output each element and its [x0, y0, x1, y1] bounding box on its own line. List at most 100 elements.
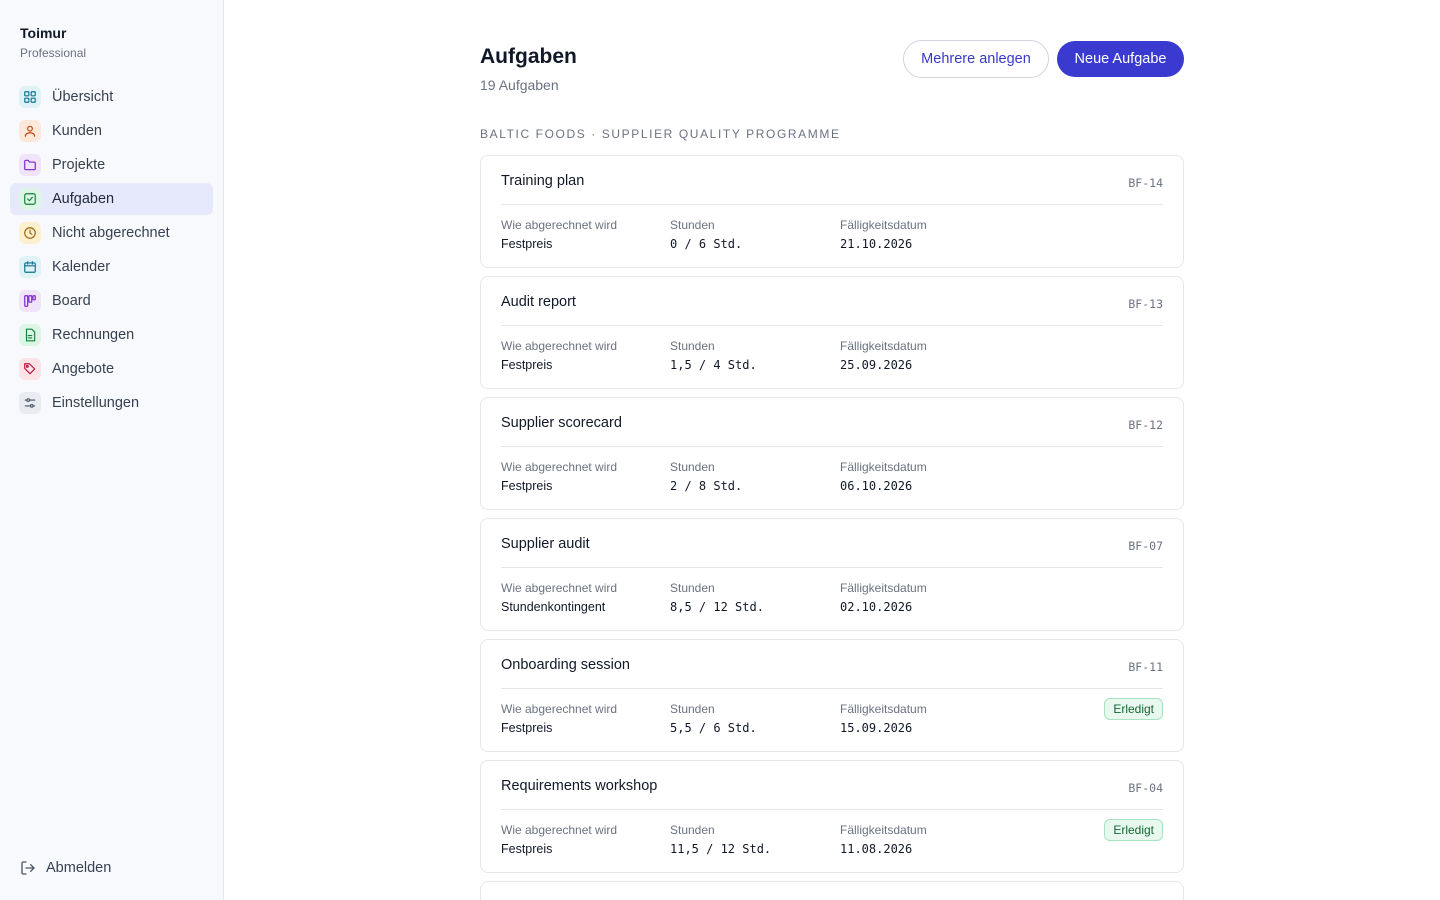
- task-id: BF-07: [1128, 539, 1163, 553]
- task-list: Training plan BF-14 Wie abgerechnet wird Fe…: [480, 155, 1184, 900]
- billing-field: Wie abgerechnet wird Festpreis: [501, 702, 617, 736]
- sidebar-item-kalender[interactable]: Kalender: [10, 251, 213, 283]
- billing-label: Wie abgerechnet wird: [501, 218, 618, 232]
- create-multiple-button[interactable]: Mehrere anlegen: [903, 40, 1049, 78]
- brand-plan: Professional: [20, 46, 87, 60]
- billing-label: Wie abgerechnet wird: [501, 823, 618, 837]
- sidebar-item-label: Rechnungen: [52, 327, 135, 343]
- task-card[interactable]: Training plan BF-14 Wie abgerechnet wird Fe…: [480, 155, 1184, 268]
- due-value: 25.09.2026: [840, 358, 913, 372]
- due-label: Fälligkeitsdatum: [840, 460, 927, 474]
- sliders-icon: [19, 392, 41, 414]
- task-card[interactable]: Supplier scorecard BF-12 Wie abgerechnet w…: [480, 397, 1184, 510]
- billing-field: Wie abgerechnet wird Festpreis: [501, 218, 617, 252]
- task-id: BF-12: [1128, 418, 1163, 432]
- sidebar-nav: Übersicht Kunden Projekte Aufgaben Nicht abg…: [10, 81, 213, 421]
- check-square-icon: [19, 188, 41, 210]
- calendar-icon: [19, 256, 41, 278]
- due-field: Fälligkeitsdatum 21.10.2026: [840, 218, 927, 252]
- sidebar-item-label: Angebote: [52, 361, 115, 377]
- sidebar-item-übersicht[interactable]: Übersicht: [10, 81, 213, 113]
- hours-value: 0 / 6 Std.: [670, 237, 743, 251]
- sidebar-item-label: Übersicht: [52, 89, 114, 105]
- task-card[interactable]: Audit report BF-13 Wie abgerechnet wird Fes…: [480, 276, 1184, 389]
- sidebar-item-label: Aufgaben: [52, 191, 115, 207]
- sidebar-item-nicht-abgerechnet[interactable]: Nicht abgerechnet: [10, 217, 213, 249]
- hours-label: Stunden: [670, 460, 715, 474]
- task-id: BF-13: [1128, 297, 1163, 311]
- billing-label: Wie abgerechnet wird: [501, 581, 618, 595]
- billing-field: Wie abgerechnet wird Festpreis: [501, 460, 617, 494]
- hours-field: Stunden 0 / 6 Std.: [670, 218, 742, 252]
- grid-icon: [19, 86, 41, 108]
- sidebar-item-board[interactable]: Board: [10, 285, 213, 317]
- sidebar-item-label: Kalender: [52, 259, 111, 275]
- hours-label: Stunden: [670, 823, 715, 837]
- brand-name: Toimur: [20, 25, 67, 41]
- sidebar: Toimur Professional Übersicht Kunden Proje…: [0, 0, 224, 900]
- card-divider: [501, 204, 1163, 205]
- sidebar-item-projekte[interactable]: Projekte: [10, 149, 213, 181]
- logout-label: Abmelden: [46, 860, 112, 876]
- due-value: 21.10.2026: [840, 237, 913, 251]
- hours-field: Stunden 5,5 / 6 Std.: [670, 702, 757, 736]
- due-field: Fälligkeitsdatum 06.10.2026: [840, 460, 927, 494]
- sidebar-item-rechnungen[interactable]: Rechnungen: [10, 319, 213, 351]
- page-title: Aufgaben: [480, 45, 577, 68]
- billing-value: Stundenkontingent: [501, 600, 606, 614]
- billing-label: Wie abgerechnet wird: [501, 339, 618, 353]
- sidebar-item-kunden[interactable]: Kunden: [10, 115, 213, 147]
- due-value: 15.09.2026: [840, 721, 913, 735]
- task-count: 19 Aufgaben: [480, 77, 559, 93]
- sidebar-item-angebote[interactable]: Angebote: [10, 353, 213, 385]
- sidebar-item-label: Nicht abgerechnet: [52, 225, 170, 241]
- hours-label: Stunden: [670, 339, 715, 353]
- card-divider: [501, 325, 1163, 326]
- folder-icon: [19, 154, 41, 176]
- user-icon: [19, 120, 41, 142]
- card-divider: [501, 688, 1163, 689]
- hours-label: Stunden: [670, 218, 715, 232]
- task-title: Supplier audit: [501, 536, 590, 552]
- card-divider: [501, 567, 1163, 568]
- status-badge: Erledigt: [1104, 698, 1163, 720]
- task-card[interactable]: Requirements workshop BF-04 Wie abgerechne…: [480, 760, 1184, 873]
- sidebar-item-einstellungen[interactable]: Einstellungen: [10, 387, 213, 419]
- due-label: Fälligkeitsdatum: [840, 581, 927, 595]
- kanban-icon: [19, 290, 41, 312]
- task-card-partial[interactable]: [480, 881, 1184, 900]
- hours-value: 5,5 / 6 Std.: [670, 721, 757, 735]
- due-value: 06.10.2026: [840, 479, 913, 493]
- task-title: Requirements workshop: [501, 778, 658, 794]
- card-divider: [501, 809, 1163, 810]
- hours-value: 8,5 / 12 Std.: [670, 600, 764, 614]
- sidebar-item-label: Projekte: [52, 157, 106, 173]
- due-value: 11.08.2026: [840, 842, 913, 856]
- logout-icon: [21, 861, 35, 875]
- task-card[interactable]: Supplier audit BF-07 Wie abgerechnet wird S…: [480, 518, 1184, 631]
- sidebar-item-label: Einstellungen: [52, 395, 140, 411]
- due-field: Fälligkeitsdatum 11.08.2026: [840, 823, 927, 857]
- task-card[interactable]: Onboarding session BF-11 Wie abgerechnet w…: [480, 639, 1184, 752]
- hours-field: Stunden 11,5 / 12 Std.: [670, 823, 771, 857]
- task-id: BF-14: [1128, 176, 1163, 190]
- logout-button[interactable]: Abmelden: [20, 860, 111, 876]
- hours-value: 1,5 / 4 Std.: [670, 358, 757, 372]
- project-group-label: Baltic Foods · Supplier Quality Programm…: [480, 127, 841, 141]
- task-id: BF-11: [1128, 660, 1163, 674]
- sidebar-item-label: Board: [52, 293, 91, 309]
- due-label: Fälligkeitsdatum: [840, 823, 927, 837]
- sidebar-item-label: Kunden: [52, 123, 102, 139]
- clock-icon: [19, 222, 41, 244]
- due-field: Fälligkeitsdatum 25.09.2026: [840, 339, 927, 373]
- hours-field: Stunden 1,5 / 4 Std.: [670, 339, 757, 373]
- hours-value: 11,5 / 12 Std.: [670, 842, 772, 856]
- new-task-button[interactable]: Neue Aufgabe: [1057, 41, 1184, 77]
- task-id: BF-04: [1128, 781, 1163, 795]
- hours-value: 2 / 8 Std.: [670, 479, 743, 493]
- task-title: Onboarding session: [501, 657, 630, 673]
- due-label: Fälligkeitsdatum: [840, 702, 927, 716]
- sidebar-item-aufgaben[interactable]: Aufgaben: [10, 183, 213, 215]
- card-divider: [501, 446, 1163, 447]
- brand: Toimur Professional: [20, 24, 86, 61]
